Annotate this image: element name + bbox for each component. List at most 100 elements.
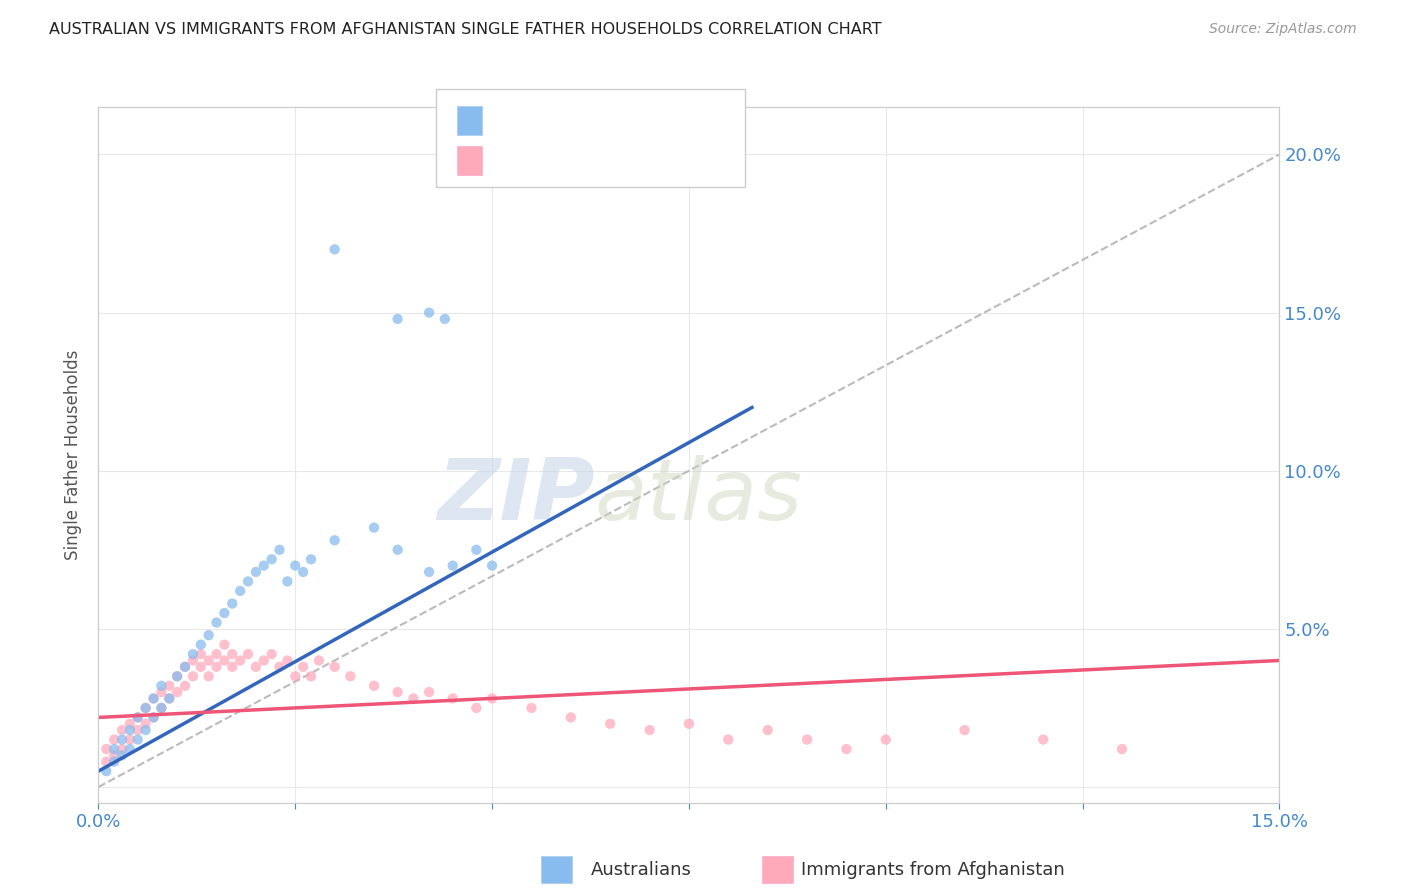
Point: [339, 669, 361, 683]
Point: [111, 748, 134, 763]
Text: N =: N =: [581, 152, 633, 169]
Point: [221, 660, 243, 674]
Point: [150, 685, 173, 699]
Text: R =: R =: [494, 152, 538, 169]
Text: 67: 67: [623, 152, 648, 169]
Point: [103, 742, 125, 756]
Point: [190, 647, 212, 661]
Point: [96, 742, 118, 756]
Point: [481, 558, 503, 573]
Point: [796, 732, 818, 747]
Point: [433, 312, 456, 326]
Text: Immigrants from Afghanistan: Immigrants from Afghanistan: [801, 861, 1066, 879]
Point: [292, 565, 315, 579]
Point: [157, 691, 180, 706]
Point: [142, 691, 165, 706]
Point: [127, 710, 149, 724]
Point: [236, 647, 259, 661]
Point: [174, 660, 197, 674]
Point: [197, 653, 219, 667]
Point: [118, 732, 141, 747]
Text: Source: ZipAtlas.com: Source: ZipAtlas.com: [1209, 22, 1357, 37]
Point: [96, 755, 118, 769]
Point: [214, 653, 236, 667]
Point: [205, 660, 228, 674]
Point: [299, 552, 322, 566]
Point: [560, 710, 582, 724]
Point: [276, 574, 298, 589]
Point: [260, 552, 283, 566]
Point: [229, 583, 252, 598]
Point: [441, 691, 464, 706]
Point: [118, 723, 141, 737]
Point: [166, 685, 188, 699]
Point: [174, 660, 197, 674]
Point: [387, 685, 409, 699]
Point: [181, 669, 204, 683]
Point: [599, 716, 621, 731]
Point: [387, 542, 409, 557]
Point: [875, 732, 897, 747]
Point: [190, 660, 212, 674]
Point: [174, 679, 197, 693]
Point: [276, 653, 298, 667]
Point: [142, 710, 165, 724]
Point: [214, 638, 236, 652]
Point: [150, 701, 173, 715]
Point: [953, 723, 976, 737]
Point: [214, 606, 236, 620]
Point: [387, 312, 409, 326]
Point: [135, 716, 157, 731]
Point: [166, 669, 188, 683]
Point: [118, 716, 141, 731]
Point: [418, 305, 440, 319]
Point: [323, 660, 346, 674]
Point: [150, 701, 173, 715]
Point: [190, 638, 212, 652]
Point: [229, 653, 252, 667]
Point: [323, 533, 346, 548]
Point: [118, 742, 141, 756]
Point: [111, 742, 134, 756]
Point: [103, 755, 125, 769]
Text: ZIP: ZIP: [437, 455, 595, 538]
Point: [284, 669, 307, 683]
Text: R =: R =: [494, 112, 533, 129]
Point: [111, 732, 134, 747]
Point: [299, 669, 322, 683]
Point: [638, 723, 661, 737]
Point: [323, 243, 346, 257]
Point: [418, 685, 440, 699]
Point: [418, 565, 440, 579]
Point: [1111, 742, 1133, 756]
Point: [253, 653, 276, 667]
Point: [157, 691, 180, 706]
Point: [181, 647, 204, 661]
Point: [465, 701, 488, 715]
Point: [221, 597, 243, 611]
Point: [135, 701, 157, 715]
Point: [284, 558, 307, 573]
Point: [157, 679, 180, 693]
Point: [308, 653, 330, 667]
Point: [363, 679, 385, 693]
Point: [1032, 732, 1054, 747]
Point: [402, 691, 425, 706]
Point: [127, 732, 149, 747]
Point: [756, 723, 779, 737]
Point: [835, 742, 858, 756]
Point: [253, 558, 276, 573]
Point: [127, 710, 149, 724]
Point: [520, 701, 543, 715]
Point: [150, 679, 173, 693]
Text: 45: 45: [623, 112, 648, 129]
Point: [103, 732, 125, 747]
Point: [103, 748, 125, 763]
Point: [245, 565, 267, 579]
Point: [197, 669, 219, 683]
Point: [142, 710, 165, 724]
Point: [197, 628, 219, 642]
Point: [205, 615, 228, 630]
Point: [111, 723, 134, 737]
Y-axis label: Single Father Households: Single Father Households: [65, 350, 83, 560]
